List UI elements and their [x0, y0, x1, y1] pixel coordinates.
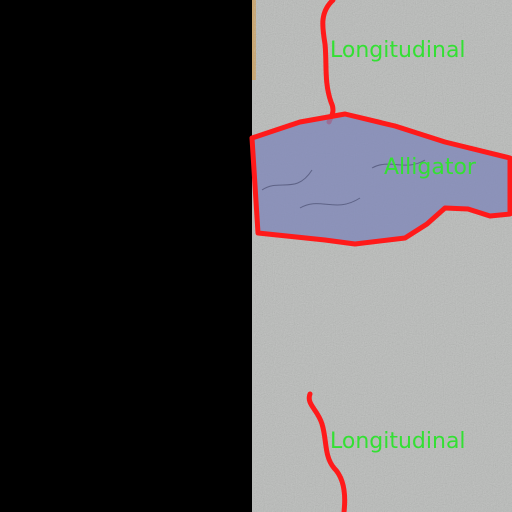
alligator-label: Alligator — [384, 155, 476, 180]
black-masked-area — [0, 0, 252, 512]
pavement-texture — [254, 0, 512, 512]
alligator-crack-region — [249, 111, 512, 247]
longitudinal-crack-bottom-outline — [306, 391, 348, 512]
alligator-crack-lines — [261, 159, 426, 209]
longitudinal-label-top: Longitudinal — [330, 38, 466, 63]
longitudinal-label-bottom: Longitudinal — [330, 429, 466, 454]
